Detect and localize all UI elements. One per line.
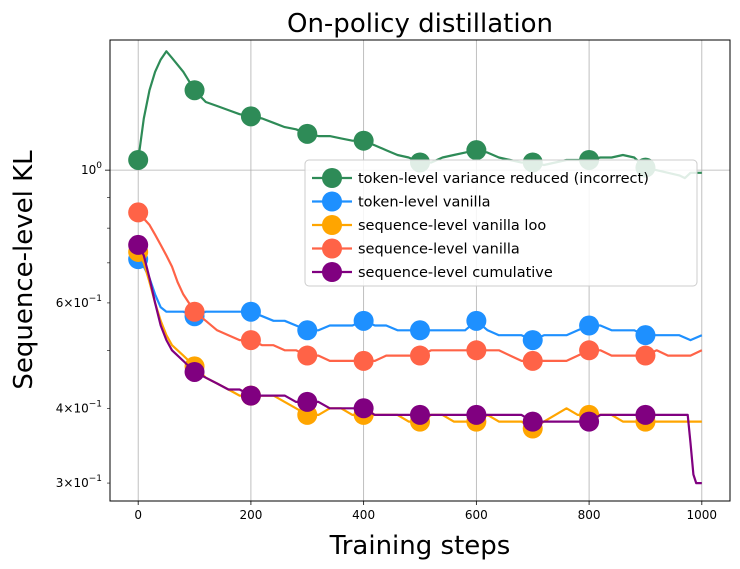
data-point (128, 202, 149, 223)
x-tick-label: 1000 (687, 508, 718, 522)
data-point (635, 345, 656, 366)
legend-frame (304, 159, 698, 287)
data-point (353, 310, 374, 331)
x-tick-label: 800 (578, 508, 601, 522)
data-point (128, 149, 149, 170)
plot-frame (109, 39, 731, 502)
legend-marker (322, 191, 342, 212)
legend-entry: sequence-level vanilla (312, 238, 520, 259)
y-tick-label: 6×10−1 (56, 294, 102, 310)
x-tick-label: 400 (352, 508, 375, 522)
data-point (410, 320, 430, 341)
x-tick-label: 0 (134, 508, 142, 522)
legend-label: sequence-level vanilla (358, 242, 520, 258)
data-point (410, 345, 430, 366)
series-3 (128, 202, 703, 371)
data-point (128, 234, 149, 255)
data-point (635, 404, 656, 425)
data-point (353, 350, 374, 371)
chart-title: On-policy distillation (287, 9, 553, 39)
data-point (410, 404, 430, 425)
data-point (579, 340, 600, 361)
data-point (184, 301, 205, 322)
data-point (522, 350, 543, 371)
data-point (297, 345, 318, 366)
data-point (466, 340, 487, 361)
legend-label: sequence-level cumulative (358, 265, 553, 281)
data-point (579, 315, 600, 336)
data-point (240, 301, 261, 322)
data-point (466, 140, 487, 161)
legend-label: sequence-level vanilla loo (358, 218, 546, 234)
data-point (240, 385, 261, 406)
series-4 (128, 234, 702, 485)
legend-marker (322, 238, 342, 259)
data-point (353, 398, 374, 419)
x-axis-label: Training steps (329, 531, 511, 561)
data-point (635, 325, 656, 346)
y-tick-label: 4×10−1 (56, 399, 102, 415)
data-point (466, 404, 487, 425)
x-tick-label: 200 (239, 508, 262, 522)
legend-entry: token-level vanilla (312, 191, 491, 212)
legend-label: token-level variance reduced (incorrect) (358, 171, 649, 187)
legend-entry: sequence-level cumulative (312, 262, 553, 282)
legend-entry: token-level variance reduced (incorrect) (312, 168, 649, 188)
legend-marker (322, 215, 342, 235)
data-point (466, 310, 487, 331)
legend-marker (322, 262, 342, 282)
data-point (240, 330, 261, 351)
data-point (297, 123, 318, 144)
data-point (297, 391, 318, 412)
data-point (184, 80, 205, 101)
ticks: 0 200 400 600 800 1000 100 3×10−1 4×10−1 6×10−1 (56, 161, 717, 522)
y-tick-label: 3×10−1 (56, 474, 102, 490)
legend-label: token-level vanilla (358, 195, 491, 211)
legend: token-level variance reduced (incorrect)… (304, 159, 698, 287)
data-point (184, 361, 205, 382)
data-point (240, 106, 261, 127)
data-point (579, 411, 600, 432)
y-tick-label: 100 (81, 161, 102, 177)
legend-entry: sequence-level vanilla loo (312, 215, 546, 235)
y-axis-label: Sequence-level KL (9, 150, 39, 390)
legend-marker (322, 168, 342, 188)
data-point (522, 411, 543, 432)
x-tick-label: 600 (465, 508, 488, 522)
data-point (353, 130, 374, 151)
data-point (297, 320, 318, 341)
data-point (522, 330, 543, 351)
